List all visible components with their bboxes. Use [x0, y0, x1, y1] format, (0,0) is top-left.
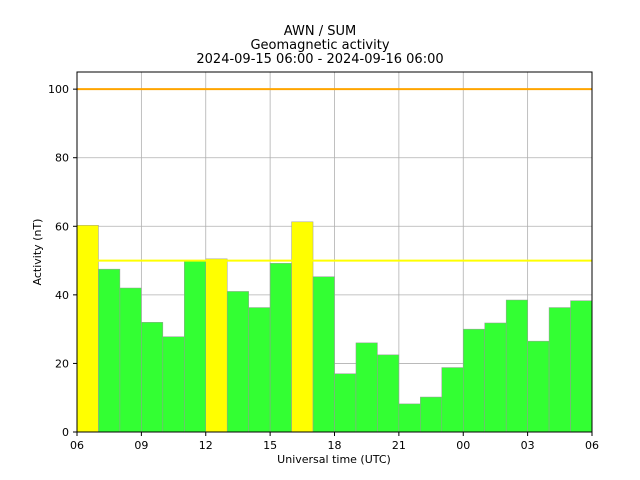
y-tick-label: 60	[55, 220, 69, 233]
y-tick-label: 100	[48, 83, 69, 96]
activity-bar	[484, 322, 507, 433]
x-axis-label: Universal time (UTC)	[277, 453, 391, 466]
activity-bar	[312, 276, 335, 433]
x-tick-label: 18	[328, 439, 342, 452]
activity-bar	[291, 221, 314, 433]
activity-bar	[527, 340, 550, 433]
activity-bar	[398, 403, 421, 433]
activity-bar	[141, 322, 164, 433]
x-tick-label: 03	[521, 439, 535, 452]
activity-bar	[184, 260, 207, 433]
y-tick-label: 20	[55, 357, 69, 370]
activity-bar	[269, 263, 292, 433]
activity-bar	[377, 354, 400, 433]
y-tick-label: 0	[62, 426, 69, 439]
activity-bar	[355, 342, 378, 433]
y-tick-label: 80	[55, 152, 69, 165]
activity-bar	[119, 287, 142, 433]
activity-bar	[76, 225, 99, 433]
activity-bar	[570, 300, 593, 433]
activity-bar	[463, 328, 485, 433]
chart-title-line-1: AWN / SUM	[283, 24, 357, 39]
x-tick-label: 15	[263, 439, 277, 452]
activity-bar	[162, 336, 185, 433]
y-tick-label: 40	[55, 289, 69, 302]
activity-bar	[248, 307, 271, 433]
y-axis-label: Activity (nT)	[31, 219, 44, 286]
chart-title-line-2: Geomagnetic activity	[250, 38, 390, 53]
x-tick-label: 21	[392, 439, 406, 452]
activity-bar	[441, 367, 464, 433]
x-tick-label: 00	[456, 439, 470, 452]
activity-bar	[420, 396, 443, 433]
x-tick-label: 12	[199, 439, 213, 452]
activity-bar	[98, 268, 121, 433]
activity-bar	[205, 258, 228, 433]
activity-bar	[334, 373, 357, 433]
x-tick-label: 09	[134, 439, 148, 452]
activity-bar	[505, 299, 528, 433]
activity-bar	[226, 291, 249, 433]
chart-title-line-3: 2024-09-15 06:00 - 2024-09-16 06:00	[196, 52, 444, 67]
x-tick-label: 06	[585, 439, 599, 452]
activity-bar	[548, 307, 571, 433]
x-tick-label: 06	[70, 439, 84, 452]
